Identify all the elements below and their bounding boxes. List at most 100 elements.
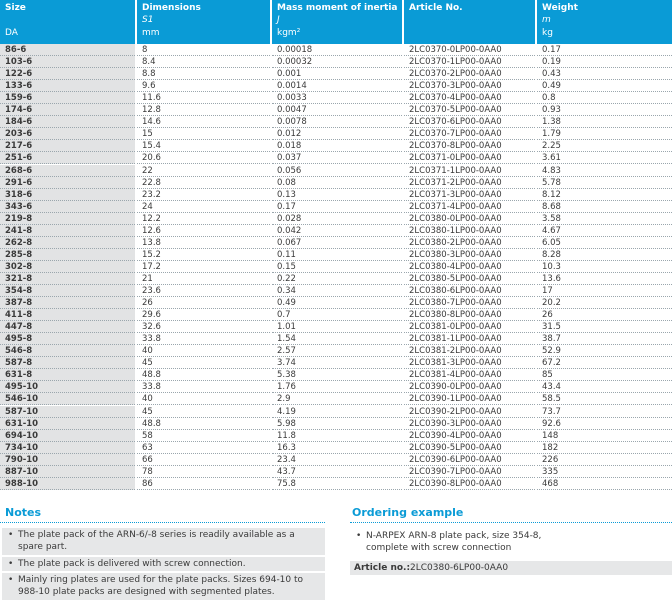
table-cell: 20.6 (137, 152, 270, 165)
table-cell: 8.28 (537, 249, 672, 261)
table-cell: 8 (137, 44, 270, 57)
table-cell: 2LC0380-5LP00-0AA0 (404, 273, 535, 285)
header-title: Dimensions (142, 3, 201, 13)
table-cell: 92.6 (537, 418, 672, 430)
table-cell: 26 (137, 297, 270, 310)
table-cell: 14.6 (137, 116, 270, 129)
table-cell: 48.8 (137, 418, 270, 430)
table-cell: 43.7 (272, 466, 402, 478)
table-cell: 546-10 (0, 393, 135, 406)
table-cell: 8.68 (537, 201, 672, 213)
table-cell: 9.6 (137, 80, 270, 93)
table-cell: 546-8 (0, 345, 135, 358)
table-cell: 318-6 (0, 188, 135, 201)
table-cell: 2LC0371-3LP00-0AA0 (404, 189, 535, 201)
table-cell: 387-8 (0, 297, 135, 310)
header-unit: kg (542, 28, 553, 38)
table-cell: 21 (137, 273, 270, 285)
table-cell: 0.17 (537, 44, 672, 57)
table-cell: 0.037 (272, 152, 402, 165)
table-cell: 8.8 (137, 68, 270, 81)
table-cell: 1.01 (272, 321, 402, 334)
header-unit: mm (142, 28, 160, 38)
table-cell: 203-6 (0, 128, 135, 141)
table-cell: 122-6 (0, 68, 135, 81)
table-cell: 694-10 (0, 429, 135, 442)
table-cell: 2LC0371-1LP00-0AA0 (404, 165, 535, 177)
table-cell: 790-10 (0, 453, 135, 466)
table-cell: 321-8 (0, 272, 135, 285)
table-cell: 2LC0371-2LP00-0AA0 (404, 177, 535, 189)
table-cell: 0.93 (537, 104, 672, 117)
table-cell: 887-10 (0, 465, 135, 478)
table-cell: 43.4 (537, 381, 672, 394)
table-cell: 0.00018 (272, 44, 402, 57)
table-cell: 0.49 (537, 80, 672, 93)
table-cell: 302-8 (0, 260, 135, 273)
table-cell: 133-6 (0, 80, 135, 93)
table-cell: 13.6 (537, 273, 672, 285)
header-title: Article No. (409, 3, 463, 13)
header-unit: kgm² (277, 28, 301, 38)
table-cell: 174-6 (0, 104, 135, 117)
table-cell: 2.9 (272, 393, 402, 406)
ordering-title: Ordering example (352, 506, 464, 519)
table-cell: 86-6 (0, 44, 135, 57)
table-cell: 0.17 (272, 201, 402, 213)
note: The plate pack of the ARN-6/-8 series is… (2, 528, 325, 555)
table-cell: 0.19 (537, 56, 672, 69)
table-cell: 52.9 (537, 345, 672, 358)
table-cell: 23.2 (137, 189, 270, 201)
table-cell: 251-6 (0, 152, 135, 165)
table-cell: 2LC0380-6LP00-0AA0 (404, 285, 535, 298)
table-cell: 11.8 (272, 430, 402, 442)
header-symbol: J (277, 15, 280, 25)
table-cell: 58.5 (537, 393, 672, 406)
table-cell: 1.79 (537, 128, 672, 141)
table-cell: 1.54 (272, 333, 402, 346)
table-cell: 631-10 (0, 417, 135, 430)
table-cell: 4.19 (272, 406, 402, 418)
header-cell: Size DA (0, 0, 135, 44)
table-cell: 0.0014 (272, 80, 402, 93)
header-title: Size (5, 3, 26, 13)
table-cell: 13.8 (137, 237, 270, 249)
table-cell: 67.2 (537, 357, 672, 370)
table-cell: 291-6 (0, 176, 135, 189)
table-cell: 5.98 (272, 418, 402, 430)
divider (0, 522, 325, 523)
table-cell: 241-8 (0, 224, 135, 237)
divider (350, 522, 672, 523)
table-cell: 0.08 (272, 177, 402, 189)
table-cell: 262-8 (0, 236, 135, 249)
table-cell: 0.001 (272, 68, 402, 81)
table-cell: 2LC0370-0LP00-0AA0 (404, 44, 535, 57)
table-cell: 31.5 (537, 321, 672, 334)
table-cell: 23.4 (272, 454, 402, 466)
table-cell: 148 (537, 430, 672, 442)
header-title: Weight (542, 3, 578, 13)
table-cell: 2LC0380-2LP00-0AA0 (404, 237, 535, 249)
table-cell: 184-6 (0, 116, 135, 129)
table-cell: 2LC0390-6LP00-0AA0 (404, 454, 535, 466)
table-cell: 219-8 (0, 212, 135, 225)
table-cell: 0.067 (272, 237, 402, 249)
table-cell: 12.2 (137, 213, 270, 225)
article-value: 2LC0380-6LP00-0AA0 (410, 563, 509, 573)
table-cell: 3.74 (272, 357, 402, 370)
table-cell: 26 (537, 309, 672, 322)
table-cell: 8.12 (537, 189, 672, 201)
table-cell: 2LC0370-3LP00-0AA0 (404, 80, 535, 93)
table-cell: 48.8 (137, 369, 270, 382)
table-cell: 75.8 (272, 478, 402, 490)
table-cell: 0.15 (272, 261, 402, 273)
table-cell: 0.0047 (272, 104, 402, 117)
article-row: Article no.: 2LC0380-6LP00-0AA0 (350, 561, 672, 575)
table-cell: 447-8 (0, 321, 135, 334)
table-cell: 1.76 (272, 381, 402, 394)
table-cell: 0.11 (272, 249, 402, 261)
table-cell: 1.38 (537, 116, 672, 129)
table-cell: 0.22 (272, 273, 402, 285)
table-cell: 17 (537, 285, 672, 298)
